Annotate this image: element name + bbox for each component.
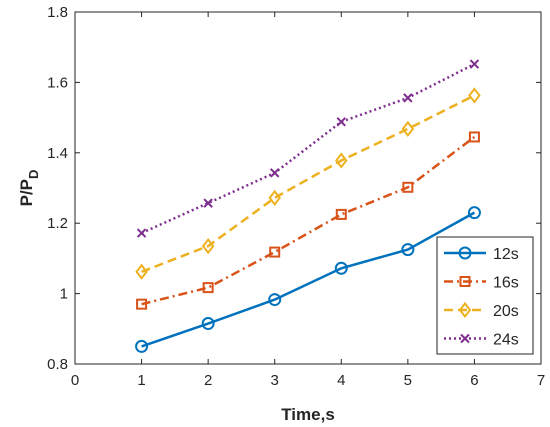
svg-text:P/PD: P/PD	[17, 170, 41, 207]
series-24s	[136, 59, 480, 238]
legend-label: 24s	[493, 332, 519, 349]
data-point	[135, 263, 148, 280]
data-point	[270, 168, 280, 178]
y-tick-label: 1.2	[47, 215, 68, 232]
legend-marker	[460, 333, 470, 344]
y-tick-label: 1.8	[47, 4, 68, 21]
data-point	[201, 237, 215, 255]
legend-label: 20s	[493, 303, 519, 320]
data-point	[269, 246, 281, 258]
x-axis-title: Time,s	[281, 405, 335, 424]
x-tick-label: 5	[404, 372, 412, 389]
legend-marker	[459, 276, 471, 287]
series-layer	[135, 59, 481, 353]
data-point	[202, 282, 214, 294]
data-point	[403, 93, 413, 103]
y-axis-title-group: P/PD	[17, 170, 41, 207]
x-tick-label: 0	[71, 372, 79, 389]
data-point	[268, 293, 282, 307]
data-point	[402, 181, 414, 193]
x-tick-label: 4	[337, 372, 345, 389]
y-tick-label: 1.4	[47, 145, 68, 162]
series-line	[141, 94, 475, 273]
x-tick-label: 3	[271, 372, 279, 389]
x-tick-label: 7	[537, 372, 545, 389]
legend-marker	[458, 246, 472, 260]
data-point	[136, 298, 148, 310]
data-point	[336, 117, 346, 127]
series-line	[141, 211, 476, 348]
data-point	[467, 206, 481, 220]
data-point	[203, 198, 213, 208]
series-12s	[135, 206, 481, 353]
series-16s	[136, 131, 480, 310]
data-point	[136, 228, 147, 238]
data-point	[135, 339, 149, 353]
data-point	[335, 208, 347, 220]
x-tick-label: 1	[137, 372, 145, 389]
series-line	[141, 62, 475, 235]
legend-label: 12s	[493, 246, 519, 263]
data-point	[401, 243, 415, 257]
y-tick-label: 0.8	[47, 356, 68, 373]
legend-label: 16s	[493, 275, 519, 292]
series-line	[141, 135, 476, 306]
data-point	[468, 87, 481, 104]
data-point	[468, 131, 480, 143]
data-point	[268, 189, 281, 206]
series-20s	[135, 87, 481, 280]
y-tick-label: 1.6	[47, 74, 68, 91]
x-tick-label: 6	[470, 372, 478, 389]
y-axis: 0.8 1 1.2 1.4 1.6 1.8	[47, 4, 541, 373]
y-axis-title: P/P	[17, 179, 36, 206]
data-point	[469, 59, 480, 69]
y-axis-title-subscript: D	[26, 170, 41, 179]
legend-marker	[458, 301, 472, 319]
data-point	[401, 120, 415, 138]
y-tick-label: 1	[60, 286, 68, 303]
legend-box	[436, 236, 534, 355]
data-point	[201, 317, 215, 331]
data-point	[334, 261, 348, 275]
x-axis: 0 1 2 3 4 5 6 7	[71, 12, 545, 389]
x-tick-label: 2	[204, 372, 212, 389]
legend: 12s 16s 20s 24s	[436, 236, 534, 355]
data-point	[335, 152, 348, 169]
